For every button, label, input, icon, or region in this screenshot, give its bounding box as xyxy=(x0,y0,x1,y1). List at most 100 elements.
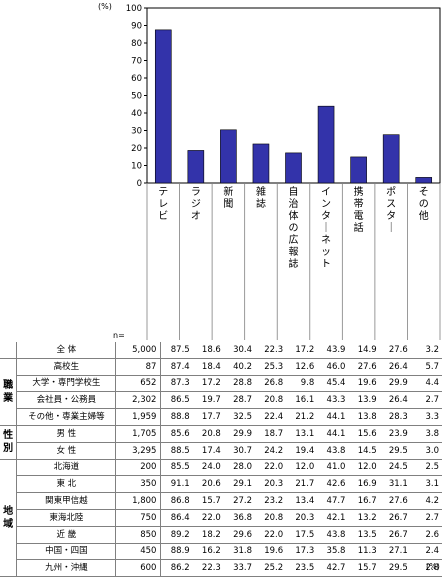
row-3-4-value-9: 2.7 xyxy=(410,509,442,527)
row-1-4-value-9: 3.3 xyxy=(410,408,442,426)
row-1-2-value-8: 29.9 xyxy=(379,375,411,393)
category-label-4: 雑誌 xyxy=(255,187,266,210)
row-3-4-value-6: 42.1 xyxy=(317,509,349,527)
row-total-value-9: 3.2 xyxy=(410,342,442,359)
crosstab-table: 全 体 5,000 87.5 18.6 30.4 22.3 17.2 43.9 14.9 27.6… xyxy=(0,342,442,577)
row-2-2-value-5: 19.4 xyxy=(286,442,318,460)
row-1-1-label: 高校生 xyxy=(16,358,117,376)
row-1-4-value-6: 44.1 xyxy=(317,408,349,426)
y-tick-label-30: 30 xyxy=(131,127,142,137)
row-3-7-n: 600 xyxy=(115,559,162,577)
row-1-1-value-3: 40.2 xyxy=(223,358,255,376)
row-3-2-value-1: 91.1 xyxy=(160,475,193,494)
row-total-value-2: 18.6 xyxy=(192,342,224,359)
row-3-6-value-4: 19.6 xyxy=(255,543,287,561)
table-row: 大学・専門学校生 652 87.3 17.2 28.8 26.8 9.8 45.4 19.6 29… xyxy=(0,375,442,393)
bar-1 xyxy=(154,29,172,184)
row-1-2-n: 652 xyxy=(115,375,162,393)
row-3-3-value-8: 27.6 xyxy=(379,492,411,510)
row-1-1-value-8: 26.4 xyxy=(379,358,411,376)
bar-9 xyxy=(415,177,433,184)
row-1-1-n: 87 xyxy=(115,358,162,376)
row-1-2-value-1: 87.3 xyxy=(160,375,193,393)
row-3-4-n: 750 xyxy=(115,509,162,527)
row-1-2-value-4: 26.8 xyxy=(255,375,287,393)
row-2-1-value-6: 44.1 xyxy=(317,425,349,443)
row-3-4-value-1: 86.4 xyxy=(160,509,193,527)
row-1-1-value-7: 27.6 xyxy=(348,358,380,376)
row-1-3-value-9: 2.7 xyxy=(410,391,442,410)
category-label-5: 自治体の広報誌 xyxy=(288,187,299,270)
row-2-2-value-9: 3.0 xyxy=(410,442,442,460)
row-3-2-value-2: 20.6 xyxy=(192,475,224,494)
y-tick-label-70: 70 xyxy=(131,57,142,67)
row-3-6-value-5: 17.3 xyxy=(286,543,318,561)
row-2-1-n: 1,705 xyxy=(115,425,162,443)
row-3-7-value-6: 42.7 xyxy=(317,559,349,577)
row-3-4-value-3: 36.8 xyxy=(223,509,255,527)
row-1-3-value-3: 28.7 xyxy=(223,391,255,410)
row-3-2-value-5: 21.7 xyxy=(286,475,318,494)
row-1-2-label: 大学・専門学校生 xyxy=(16,375,117,393)
bar-8 xyxy=(382,134,400,184)
row-3-5-n: 850 xyxy=(115,526,162,544)
row-2-2-value-3: 30.7 xyxy=(223,442,255,460)
row-3-2-value-3: 29.1 xyxy=(223,475,255,494)
row-1-3-value-4: 20.8 xyxy=(255,391,287,410)
row-1-4-value-1: 88.8 xyxy=(160,408,193,426)
row-2-2-value-6: 43.8 xyxy=(317,442,349,460)
row-3-6-value-9: 2.4 xyxy=(410,543,442,561)
row-2-1-value-4: 18.7 xyxy=(255,425,287,443)
row-2-1-value-5: 13.1 xyxy=(286,425,318,443)
row-1-2-value-2: 17.2 xyxy=(192,375,224,393)
y-tick-label-10: 10 xyxy=(131,162,142,172)
row-3-7-value-1: 86.2 xyxy=(160,559,193,577)
row-3-6-value-1: 88.9 xyxy=(160,543,193,561)
row-3-7-value-3: 33.7 xyxy=(223,559,255,577)
row-3-3-value-6: 47.7 xyxy=(317,492,349,510)
table-row: 関東甲信越 1,800 86.8 15.7 27.2 23.2 13.4 47.7 16.7 27… xyxy=(0,492,442,510)
table-row: 女 性 3,295 88.5 17.4 30.7 24.2 19.4 43.8 14.5 29.5… xyxy=(0,442,442,460)
row-1-2-value-6: 45.4 xyxy=(317,375,349,393)
row-1-4-n: 1,959 xyxy=(115,408,162,426)
row-3-6-value-8: 27.1 xyxy=(379,543,411,561)
row-3-3-value-2: 15.7 xyxy=(192,492,224,510)
row-3-3-n: 1,800 xyxy=(115,492,162,510)
category-label-2: ラジオ xyxy=(190,187,201,222)
row-3-5-value-1: 89.2 xyxy=(160,526,193,544)
row-3-1-value-3: 28.0 xyxy=(223,459,255,477)
row-2-1-value-8: 23.9 xyxy=(379,425,411,443)
row-3-7-value-5: 23.5 xyxy=(286,559,318,577)
row-1-4-value-3: 32.5 xyxy=(223,408,255,426)
row-3-4-value-4: 20.8 xyxy=(255,509,287,527)
category-label-7: 携帯電話 xyxy=(353,187,364,234)
row-2-1-value-2: 20.8 xyxy=(192,425,224,443)
row-3-6-label: 中国・四国 xyxy=(16,543,117,561)
row-1-1-value-5: 12.6 xyxy=(286,358,318,376)
row-3-7-value-4: 25.2 xyxy=(255,559,287,577)
row-3-1-value-1: 85.5 xyxy=(160,459,193,477)
row-1-1-value-6: 46.0 xyxy=(317,358,349,376)
table-row: 中国・四国 450 88.9 16.2 31.8 19.6 17.3 35.8 11.3 27.1… xyxy=(0,543,442,561)
category-label-1: テレビ xyxy=(158,187,169,222)
row-3-6-value-7: 11.3 xyxy=(348,543,380,561)
row-3-5-value-7: 13.5 xyxy=(348,526,380,544)
y-tick-label-60: 60 xyxy=(131,74,142,84)
row-1-2-value-5: 9.8 xyxy=(286,375,318,393)
row-3-3-label: 関東甲信越 xyxy=(16,492,117,510)
row-1-4-value-5: 21.2 xyxy=(286,408,318,426)
row-3-6-value-2: 16.2 xyxy=(192,543,224,561)
group-label-1: 職業 xyxy=(0,358,18,426)
group-label-2: 性別 xyxy=(0,425,18,460)
row-3-5-value-8: 26.7 xyxy=(379,526,411,544)
row-3-4-value-7: 13.2 xyxy=(348,509,380,527)
row-3-3-value-5: 13.4 xyxy=(286,492,318,510)
row-2-2-value-8: 29.5 xyxy=(379,442,411,460)
row-2-1-value-9: 3.8 xyxy=(410,425,442,443)
row-1-2-value-3: 28.8 xyxy=(223,375,255,393)
row-3-3-value-9: 4.2 xyxy=(410,492,442,510)
row-1-1-value-1: 87.4 xyxy=(160,358,193,376)
bar-5 xyxy=(285,152,302,184)
row-1-1-value-4: 25.3 xyxy=(255,358,287,376)
row-3-5-value-4: 22.0 xyxy=(255,526,287,544)
